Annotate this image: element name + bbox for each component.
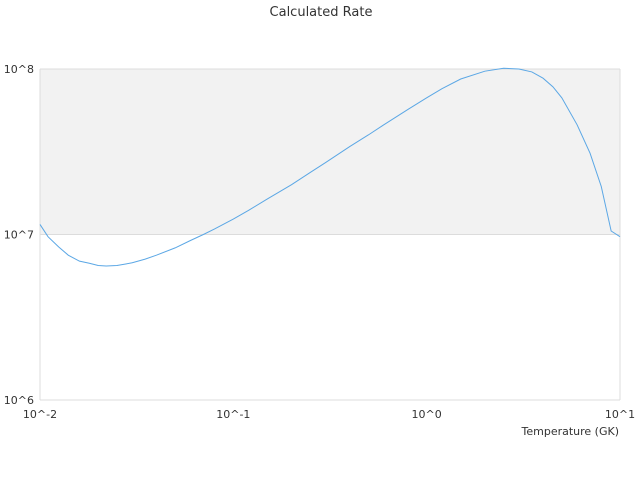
y-tick-label: 10^6 <box>4 394 34 407</box>
plot-band <box>40 69 620 235</box>
tick-layer: 10^-2 10^-1 10^0 10^1 10^6 10^7 10^8 <box>4 63 635 421</box>
y-tick-label: 10^7 <box>4 229 34 242</box>
x-tick-label: 10^0 <box>412 408 442 421</box>
y-tick-label: 10^8 <box>4 63 34 76</box>
series-line <box>39 67 621 267</box>
chart-title: Calculated Rate <box>270 5 373 20</box>
x-tick-label: 10^-1 <box>216 408 250 421</box>
grid-layer <box>39 68 621 401</box>
x-tick-label: 10^-2 <box>23 408 57 421</box>
x-tick-label: 10^1 <box>605 408 635 421</box>
x-axis-label: Temperature (GK) <box>521 425 620 438</box>
